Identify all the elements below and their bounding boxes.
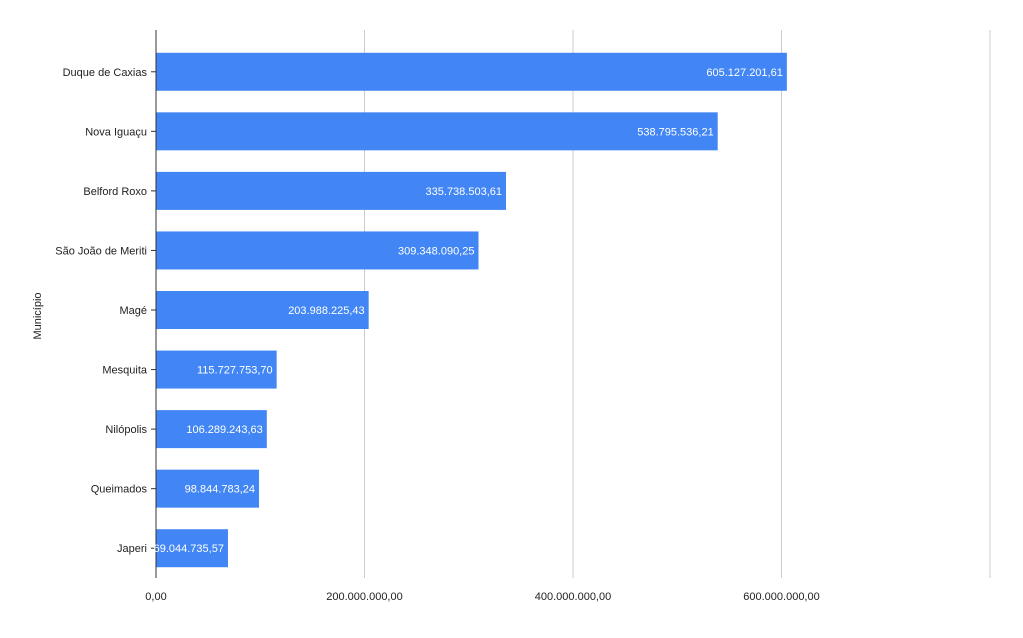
data-label: 69.044.735,57 bbox=[154, 543, 224, 555]
data-label: 605.127.201,61 bbox=[706, 67, 782, 79]
y-axis-title: Município bbox=[32, 292, 44, 339]
axes bbox=[151, 30, 157, 578]
category-label: Magé bbox=[119, 305, 147, 317]
category-label: Mesquita bbox=[102, 365, 148, 377]
labels: 605.127.201,61 Duque de Caxias 538.795.536… bbox=[55, 67, 819, 603]
data-label: 203.988.225,43 bbox=[288, 305, 364, 317]
bar bbox=[156, 231, 479, 270]
x-tick-label: 0,00 bbox=[145, 591, 166, 603]
data-label: 98.844.783,24 bbox=[185, 484, 255, 496]
bar bbox=[156, 112, 718, 151]
gridlines bbox=[364, 30, 991, 578]
data-label: 538.795.536,21 bbox=[637, 126, 713, 138]
category-label: Japeri bbox=[117, 543, 147, 555]
data-label: 309.348.090,25 bbox=[398, 245, 474, 257]
bar bbox=[156, 52, 787, 91]
category-label: Duque de Caxias bbox=[63, 67, 148, 79]
category-label: São João de Meriti bbox=[55, 245, 147, 257]
bar bbox=[156, 291, 369, 329]
data-label: 106.289.243,63 bbox=[186, 424, 262, 436]
data-label: 335.738.503,61 bbox=[426, 186, 502, 198]
category-label: Belford Roxo bbox=[83, 186, 147, 198]
category-label: Nilópolis bbox=[105, 424, 147, 436]
bars bbox=[156, 52, 787, 568]
bar bbox=[156, 410, 267, 449]
data-label: 115.727.753,70 bbox=[197, 365, 273, 377]
category-label: Queimados bbox=[91, 484, 148, 496]
x-tick-label: 200.000.000,00 bbox=[326, 591, 402, 603]
category-label: Nova Iguaçu bbox=[85, 126, 147, 138]
bar bbox=[156, 350, 277, 389]
bar bbox=[156, 469, 260, 508]
bar bbox=[156, 171, 507, 210]
x-tick-label: 400.000.000,00 bbox=[535, 591, 611, 603]
bar bbox=[156, 529, 228, 568]
x-tick-label: 600.000.000,00 bbox=[743, 591, 819, 603]
